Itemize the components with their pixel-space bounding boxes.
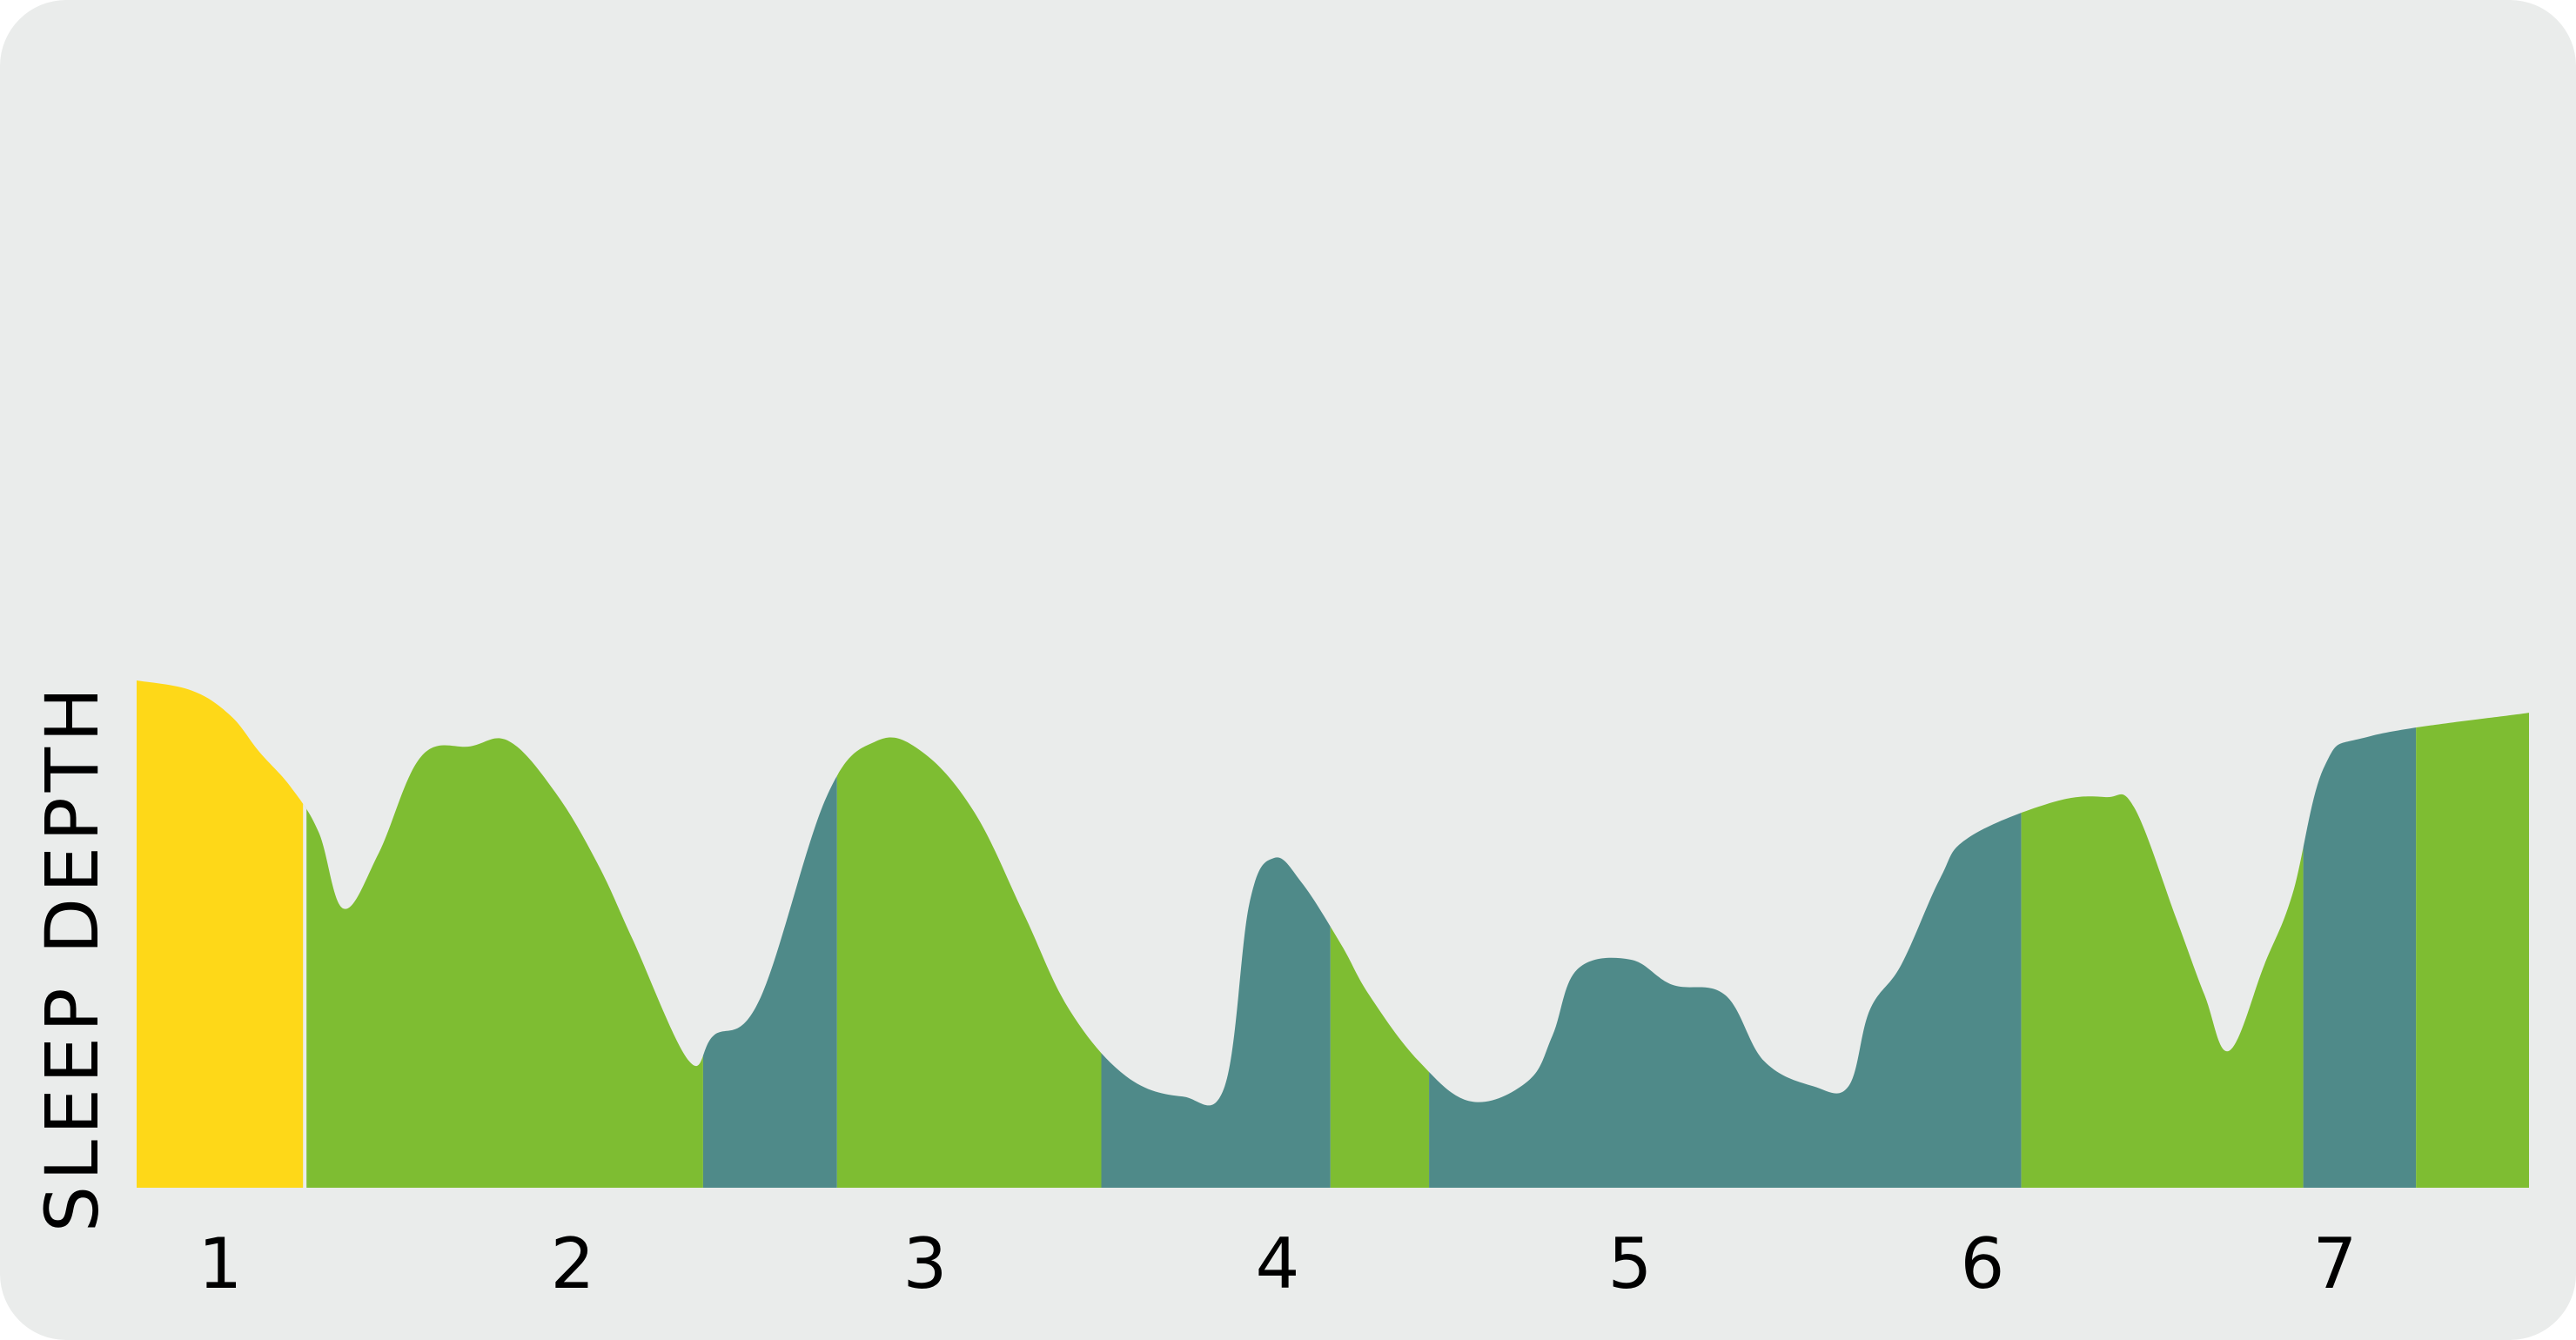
sleep-stage-band-green xyxy=(1330,680,1430,1188)
y-axis-label: SLEEP DEPTH xyxy=(30,682,115,1233)
x-tick-label: 2 xyxy=(551,1223,595,1304)
sleep-stage-band-yellow xyxy=(137,680,305,1188)
sleep-stage-band-teal xyxy=(1101,680,1331,1188)
x-tick-label: 4 xyxy=(1256,1223,1300,1304)
sleep-stage-band-teal xyxy=(2303,680,2417,1188)
sleep-stage-band-green xyxy=(2416,680,2529,1188)
sleep-stage-bands xyxy=(137,680,2529,1188)
sleep-stage-band-green xyxy=(836,680,1102,1188)
x-tick-label: 7 xyxy=(2313,1223,2358,1304)
sleep-stage-band-teal xyxy=(1429,680,2022,1188)
band-separator xyxy=(303,680,307,1188)
sleep-stage-band-teal xyxy=(702,680,837,1188)
x-tick-label: 1 xyxy=(198,1223,243,1304)
sleep-stage-band-green xyxy=(305,680,703,1188)
x-tick-label: 5 xyxy=(1608,1223,1653,1304)
sleep-stage-band-green xyxy=(2021,680,2304,1188)
x-tick-label: 3 xyxy=(903,1223,948,1304)
x-axis-tick-labels: 1 2 3 4 5 6 7 xyxy=(198,1223,2358,1304)
x-tick-label: 6 xyxy=(1961,1223,2005,1304)
